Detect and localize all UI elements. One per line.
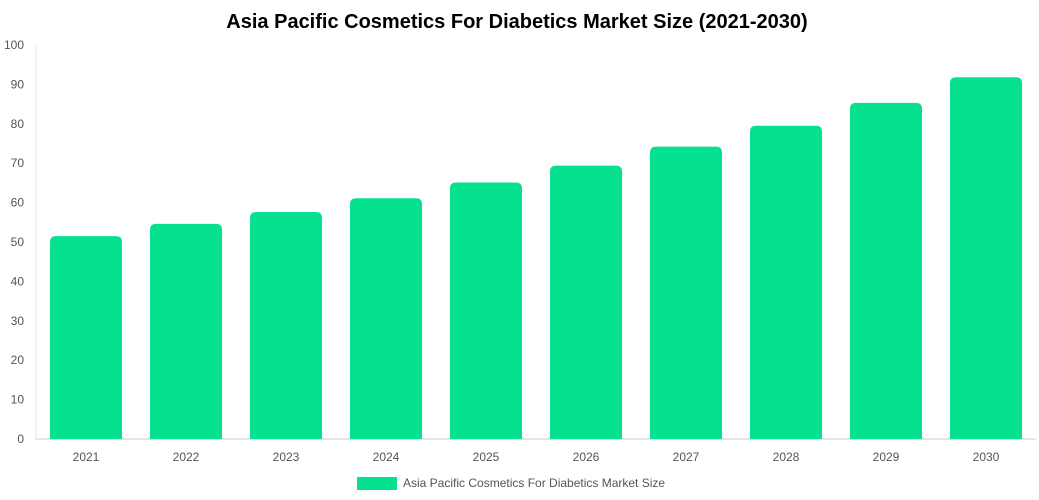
- y-tick-label: 100: [4, 38, 24, 52]
- y-tick-label: 90: [11, 77, 25, 91]
- y-tick-label: 0: [17, 432, 24, 446]
- x-tick-label: 2027: [673, 450, 700, 464]
- bar-2022[interactable]: [150, 223, 222, 439]
- x-axis-ticks: 2021 2022 2023 2024 2025 2026 2027 2028 2029 2030: [73, 450, 1000, 464]
- chart-title: Asia Pacific Cosmetics For Diabetics Mar…: [226, 11, 807, 33]
- y-tick-label: 10: [11, 393, 25, 407]
- y-tick-label: 30: [11, 314, 25, 328]
- x-tick-label: 2028: [773, 450, 800, 464]
- x-tick-label: 2022: [173, 450, 200, 464]
- legend-label: Asia Pacific Cosmetics For Diabetics Mar…: [403, 476, 665, 490]
- x-tick-label: 2025: [473, 450, 500, 464]
- x-tick-label: 2021: [73, 450, 100, 464]
- bar-2023[interactable]: [250, 212, 322, 439]
- legend-swatch: [357, 477, 397, 490]
- bar-2028[interactable]: [750, 125, 822, 440]
- x-tick-label: 2029: [873, 450, 900, 464]
- x-tick-label: 2030: [973, 450, 1000, 464]
- bar-2030[interactable]: [950, 77, 1022, 440]
- y-tick-label: 50: [11, 235, 25, 249]
- y-tick-label: 80: [11, 117, 25, 131]
- x-tick-label: 2023: [273, 450, 300, 464]
- bar-2029[interactable]: [850, 102, 922, 439]
- bar-series: [50, 77, 1022, 440]
- x-tick-label: 2024: [373, 450, 400, 464]
- bar-2026[interactable]: [550, 165, 622, 439]
- y-axis-ticks: 0 10 20 30 40 50 60 70 80 90 100: [4, 38, 24, 446]
- bar-2027[interactable]: [650, 146, 722, 440]
- x-tick-label: 2026: [573, 450, 600, 464]
- y-tick-label: 60: [11, 196, 25, 210]
- y-tick-label: 70: [11, 156, 25, 170]
- y-tick-label: 20: [11, 353, 25, 367]
- bar-2024[interactable]: [350, 198, 422, 439]
- bar-2025[interactable]: [450, 182, 522, 440]
- y-tick-label: 40: [11, 274, 25, 288]
- legend[interactable]: Asia Pacific Cosmetics For Diabetics Mar…: [357, 476, 665, 490]
- bar-2021[interactable]: [50, 236, 122, 439]
